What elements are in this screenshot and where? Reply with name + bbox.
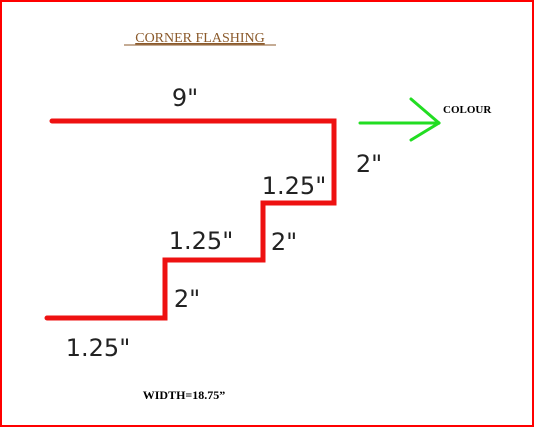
dim-lower-riser: 2" bbox=[174, 285, 200, 313]
diagram-title: CORNER FLASHING bbox=[135, 31, 265, 46]
colour-label: COLOUR bbox=[443, 104, 492, 116]
dim-middle-riser: 2" bbox=[271, 228, 297, 256]
colour-arrow-icon bbox=[358, 97, 441, 142]
dim-top: 9" bbox=[172, 84, 198, 112]
flashing-profile bbox=[44, 118, 337, 321]
dim-upper-step: 1.25" bbox=[262, 172, 326, 200]
width-label: WIDTH=18.75” bbox=[143, 388, 226, 402]
dim-upper-riser: 2" bbox=[356, 150, 382, 178]
dim-bottom: 1.25" bbox=[66, 334, 130, 362]
dim-middle-step: 1.25" bbox=[169, 227, 233, 255]
